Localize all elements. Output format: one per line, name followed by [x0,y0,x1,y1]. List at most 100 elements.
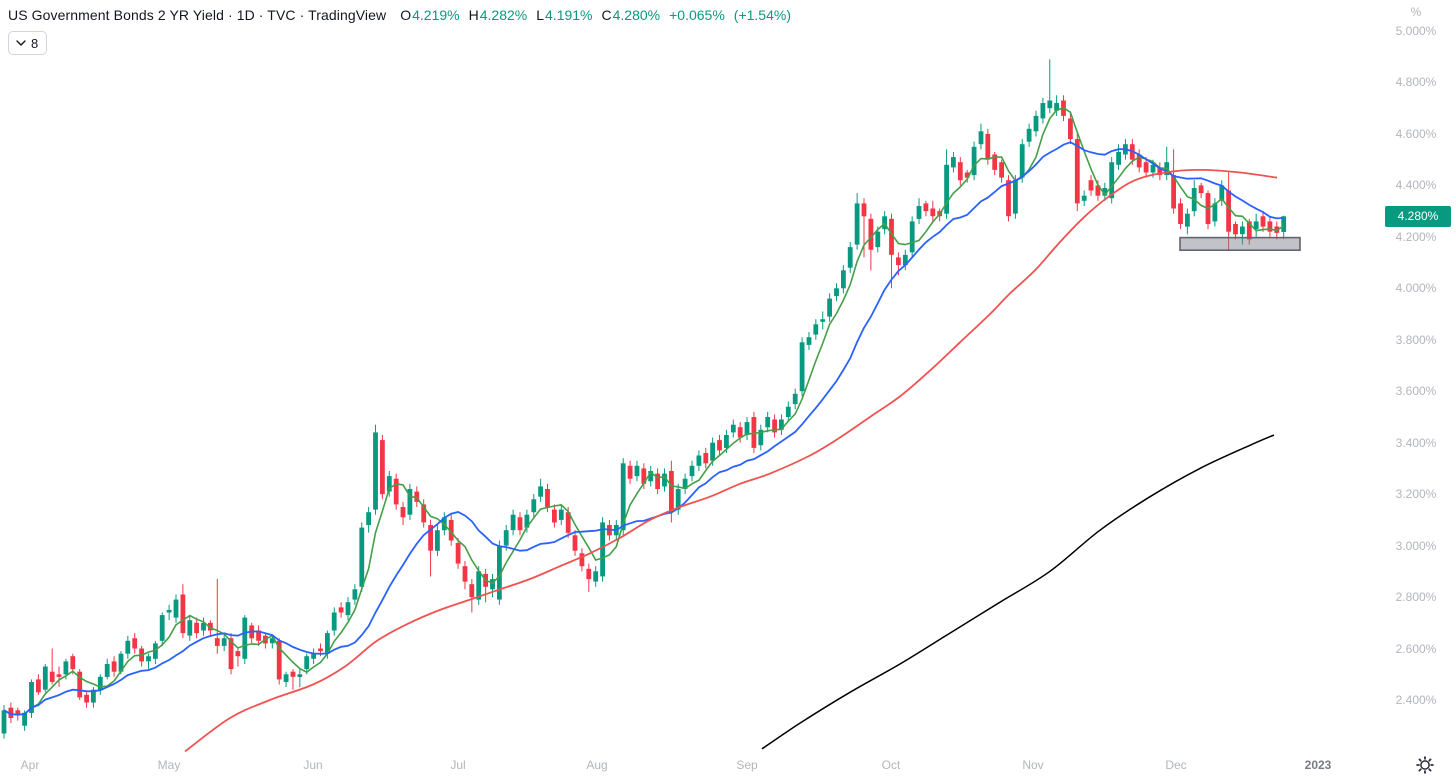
candle[interactable] [338,602,344,618]
candle[interactable] [552,504,557,528]
indicators-collapse-button[interactable]: 8 [8,31,48,55]
candle[interactable] [1233,221,1238,240]
candle[interactable] [744,417,750,441]
settings-gear-icon[interactable] [1416,756,1434,774]
candle[interactable] [132,633,138,654]
candle[interactable] [579,548,585,572]
candle[interactable] [1033,110,1039,137]
candle[interactable] [902,249,908,271]
candle[interactable] [593,566,599,587]
candle[interactable] [380,435,385,500]
candle[interactable] [331,607,337,636]
candle[interactable] [1205,190,1211,230]
candle[interactable] [483,568,488,603]
candle[interactable] [153,640,158,664]
candle[interactable] [97,674,103,695]
candle[interactable] [655,468,660,495]
candle[interactable] [311,648,316,665]
candle[interactable] [944,149,949,219]
candle[interactable] [1068,113,1073,145]
candle[interactable] [42,664,48,693]
candle[interactable] [889,213,894,289]
ma-slow-line[interactable] [184,168,1278,753]
candle[interactable] [923,200,929,217]
candle[interactable] [1219,180,1225,206]
candle[interactable] [1240,221,1245,245]
candle[interactable] [909,216,915,258]
candle[interactable] [634,460,640,482]
candle[interactable] [421,499,427,528]
candle[interactable] [600,517,605,582]
candle[interactable] [304,653,310,675]
ma-long-line[interactable] [761,434,1275,750]
candle[interactable] [827,293,832,322]
candle[interactable] [572,530,578,556]
candle[interactable] [1171,149,1176,214]
candle[interactable] [201,617,206,636]
candle[interactable] [772,414,777,438]
candle[interactable] [1260,211,1266,232]
candle[interactable] [1157,162,1163,181]
candle[interactable] [847,242,853,273]
candle[interactable] [29,679,34,718]
candle[interactable] [1253,213,1259,237]
candle[interactable] [675,483,681,515]
candle[interactable] [648,465,654,487]
candle[interactable] [166,604,172,621]
candle[interactable] [737,422,743,443]
candle[interactable] [538,478,543,502]
candle[interactable] [407,483,413,520]
candle[interactable] [758,424,764,451]
candle[interactable] [1136,149,1142,173]
candle[interactable] [497,540,502,605]
candle[interactable] [462,561,468,590]
candle[interactable] [1081,190,1087,207]
candle[interactable] [228,633,234,675]
candle[interactable] [8,702,14,724]
candle[interactable] [1040,97,1046,124]
candle[interactable] [689,460,695,482]
candle[interactable] [249,622,255,644]
candle[interactable] [861,198,867,258]
candle[interactable] [751,411,757,453]
candle[interactable] [1164,146,1170,181]
candle[interactable] [455,537,461,569]
candle[interactable] [510,509,516,536]
candle[interactable] [373,424,378,515]
ma-fast-line[interactable] [3,106,1285,716]
candle[interactable] [1116,144,1121,170]
candle[interactable] [56,666,62,688]
candle[interactable] [269,635,275,649]
candle[interactable] [682,473,688,495]
candle[interactable] [393,473,399,510]
candle[interactable] [345,597,351,621]
candle[interactable] [159,612,165,646]
symbol-title[interactable]: US Government Bonds 2 YR Yield · 1D · TV… [8,7,387,23]
candle[interactable] [957,157,963,186]
candle[interactable] [1185,208,1190,235]
candle[interactable] [1013,175,1018,219]
candle[interactable] [476,566,482,605]
candle[interactable] [448,514,454,546]
candle[interactable] [971,141,977,181]
candle[interactable] [1047,59,1053,114]
candle[interactable] [1267,216,1273,237]
candle[interactable] [173,594,179,623]
candle[interactable] [813,319,819,340]
candle[interactable] [283,671,289,688]
candle[interactable] [792,388,798,410]
candle[interactable] [779,414,784,435]
candle[interactable] [352,584,358,605]
candle[interactable] [916,198,922,224]
candle[interactable] [1212,198,1218,227]
candle[interactable] [386,471,392,497]
candle[interactable] [1178,198,1183,230]
candle[interactable] [586,563,592,592]
candle[interactable] [1109,157,1115,204]
candle[interactable] [854,193,860,250]
candle[interactable] [978,123,984,150]
candle[interactable] [125,635,131,659]
candle[interactable] [806,332,812,351]
candle[interactable] [558,504,564,525]
